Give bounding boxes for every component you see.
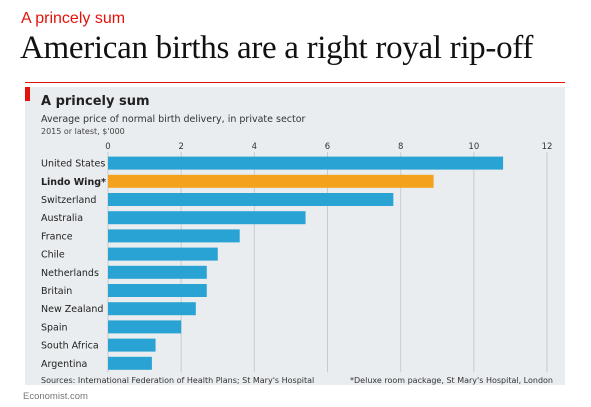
category-label: South Africa <box>41 341 99 352</box>
bar <box>108 338 156 352</box>
x-tick-label: 8 <box>398 142 403 152</box>
bar <box>108 284 207 297</box>
x-tick-label: 4 <box>252 142 257 152</box>
chart-subtitle: Average price of normal birth delivery, … <box>41 114 306 125</box>
bar <box>108 356 152 370</box>
bar <box>108 156 504 170</box>
bar <box>108 302 196 316</box>
category-label: Switzerland <box>41 195 96 206</box>
category-label: Netherlands <box>41 268 99 279</box>
category-label: United States <box>41 159 105 170</box>
chart-unit-note: 2015 or latest, $'000 <box>41 127 125 136</box>
category-label: Australia <box>41 213 83 224</box>
x-tick-label: 0 <box>105 142 110 152</box>
category-label: Argentina <box>41 359 87 370</box>
x-tick-label: 6 <box>325 142 330 152</box>
kicker: A princely sum <box>21 10 126 27</box>
bar <box>108 174 434 188</box>
x-tick-label: 2 <box>178 142 183 152</box>
credit: Economist.com <box>23 391 88 402</box>
bar <box>108 320 182 334</box>
category-label: France <box>41 231 73 242</box>
category-label: Spain <box>41 322 68 333</box>
category-label: New Zealand <box>41 304 103 315</box>
x-tick-label: 12 <box>542 142 553 152</box>
headline: American births are a right royal rip-of… <box>20 30 534 66</box>
category-label: Lindo Wing* <box>41 177 106 188</box>
category-label: Britain <box>41 286 72 297</box>
gridlines <box>107 152 548 373</box>
bar <box>108 193 394 206</box>
source-note: Sources: International Federation of Hea… <box>41 376 314 385</box>
x-tick-label: 10 <box>468 142 479 152</box>
category-labels: United States Lindo Wing* Switzerland Austr… <box>41 159 106 370</box>
bar <box>108 265 207 279</box>
footnote: *Deluxe room package, St Mary's Hospital… <box>350 376 553 385</box>
bar <box>108 247 218 261</box>
accent-block <box>25 87 30 101</box>
chart-title: A princely sum <box>41 94 150 109</box>
category-label: Chile <box>41 250 65 261</box>
bar <box>108 229 240 243</box>
bars <box>108 156 504 370</box>
x-axis-ticks: 0 2 4 6 8 10 12 <box>105 142 552 152</box>
bar <box>108 211 306 225</box>
headline-rule <box>25 82 565 83</box>
